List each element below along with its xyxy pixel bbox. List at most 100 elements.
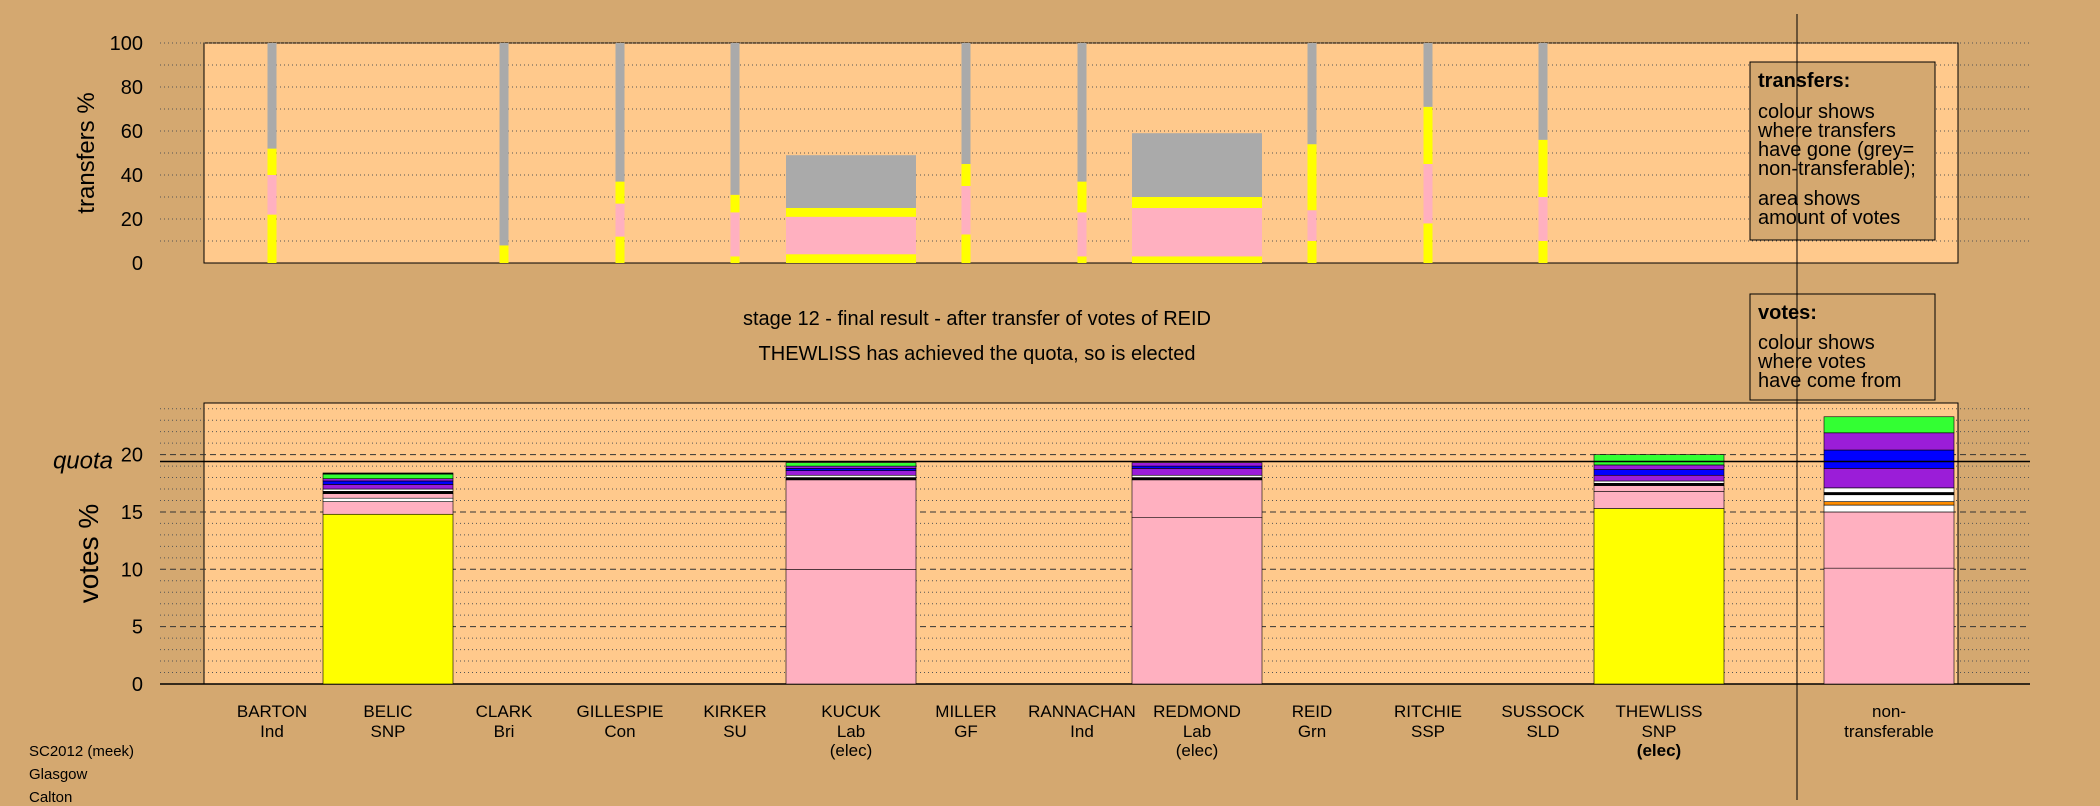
transfers-ytick-label: 80 [121,77,143,99]
votes-legend-text: where votes [1757,351,1866,373]
candidate-party-label: SNP [1642,722,1677,741]
vote-bar-segment-thewliss [1593,464,1725,470]
transfer-bar-segment-ritchie [1423,164,1433,224]
candidate-status-label: (elec) [830,741,873,760]
transfer-bar-segment-kirker [730,212,740,257]
vote-bar-segment-belic [322,480,454,485]
transfers-ytick-label: 40 [121,165,143,187]
transfer-bar-segment-clark [499,43,509,246]
transfer-bar-segment-miller [961,164,971,186]
vote-bar-segment-belic [322,472,454,475]
candidate-party-label: SNP [371,722,406,741]
transfer-bar-segment-sussock [1538,241,1548,263]
footer-ward: Calton [29,789,73,806]
transfer-bar-segment-barton [267,214,277,263]
vote-bar-segment-redmond [1131,474,1263,478]
transfer-bar-segment-sussock [1538,43,1548,140]
vote-bar-segment-thewliss [1593,480,1725,484]
transfer-bar-segment-redmond [1132,197,1262,208]
vote-bar-segment-non-transferable [1823,487,1955,493]
vote-bar-segment-kucuk [785,462,917,467]
transfer-bar-segment-barton [267,148,277,175]
candidate-name-label: KIRKER [703,702,766,721]
votes-legend-title: votes: [1758,302,1817,324]
transfer-bar-segment-reid [1307,241,1317,263]
vote-bar-segment-belic [322,513,454,685]
transfers-legend-text: colour shows [1758,101,1875,123]
candidate-party-label: Grn [1298,722,1326,741]
vote-bar-segment-non-transferable [1823,432,1955,451]
vote-bar-segment-kucuk [785,569,917,685]
votes-ytick-label: 15 [121,502,143,524]
transfer-bar-segment-kucuk [786,155,916,208]
transfer-bar-segment-ritchie [1423,43,1433,107]
vote-bar-segment-belic [322,488,454,492]
vote-bar-segment-thewliss [1593,469,1725,476]
transfers-legend-text: area shows [1758,188,1860,210]
transfer-bar-segment-gillespie [615,203,625,237]
vote-bar-segment-belic [322,497,454,502]
vote-bar-segment-non-transferable [1823,468,1955,489]
candidate-party-label: Con [604,722,635,741]
vote-bar-segment-kucuk [785,479,917,570]
vote-bar-segment-non-transferable [1823,492,1955,496]
vote-bar-segment-thewliss [1593,474,1725,482]
vote-bar-segment-redmond [1131,465,1263,469]
transfer-bar-segment-sussock [1538,197,1548,241]
transfer-bar-segment-miller [961,234,971,263]
transfers-ylabel: transfers % [73,92,100,213]
transfer-bar-segment-rannachan [1077,43,1087,182]
votes-legend-box [1749,293,1936,401]
candidate-party-label: SLD [1526,722,1559,741]
transfer-bar-segment-reid [1307,144,1317,211]
vote-bar-segment-thewliss [1593,491,1725,509]
transfer-bar-segment-kucuk [786,216,916,255]
vote-bar-segment-kucuk [785,477,917,481]
transfer-bar-segment-barton [267,175,277,215]
vote-bar-segment-redmond [1131,477,1263,481]
candidate-status-label: (elec) [1176,741,1219,760]
votes-ytick-label: 10 [121,559,143,581]
candidate-party-label: transferable [1844,722,1934,741]
vote-bar-segment-belic [322,493,454,499]
candidate-party-label: Bri [494,722,515,741]
transfers-ytick-label: 0 [132,253,143,275]
vote-bar-segment-kucuk [785,465,917,469]
votes-ylabel: votes % [73,504,104,604]
candidate-name-label: RITCHIE [1394,702,1462,721]
transfer-bar-segment-rannachan [1077,181,1087,213]
quota-label: quota [53,447,113,474]
transfer-bar-segment-kirker [730,256,740,263]
vote-bar-segment-belic [322,484,454,490]
transfer-bar-segment-kirker [730,43,740,195]
transfer-bar-segment-kirker [730,194,740,213]
transfer-bar-segment-gillespie [615,181,625,204]
stage-subtitle: THEWLISS has achieved the quota, so is e… [759,343,1196,365]
transfers-legend-box [1749,61,1936,241]
transfer-bar-segment-redmond [1132,133,1262,197]
vote-bar-segment-belic [322,491,454,494]
transfer-bar-segment-kucuk [786,208,916,217]
candidate-name-label: REID [1292,702,1333,721]
transfer-bar-segment-kucuk [786,254,916,263]
candidate-party-label: Ind [1070,722,1094,741]
candidate-name-label: SUSSOCK [1501,702,1585,721]
vote-bar-segment-thewliss [1593,508,1725,685]
candidate-status-label: (elec) [1637,741,1681,760]
transfers-ytick-label: 60 [121,121,143,143]
vote-bar-segment-belic [322,478,454,482]
transfer-bar-segment-reid [1307,43,1317,145]
transfers-ytick-label: 100 [110,33,143,55]
transfer-bar-segment-gillespie [615,236,625,263]
vote-bar-segment-kucuk [785,470,917,476]
vote-bar-segment-belic [322,473,454,479]
vote-bar-segment-thewliss [1593,485,1725,492]
footer-system: SC2012 (meek) [29,743,135,760]
candidate-name-label: BELIC [363,702,412,721]
candidate-name-label: THEWLISS [1616,702,1703,721]
candidate-name-label: KUCUK [821,702,881,721]
vote-bar-segment-belic [322,501,454,515]
transfers-legend-text: amount of votes [1758,207,1900,229]
vote-bar-segment-thewliss [1593,454,1725,466]
